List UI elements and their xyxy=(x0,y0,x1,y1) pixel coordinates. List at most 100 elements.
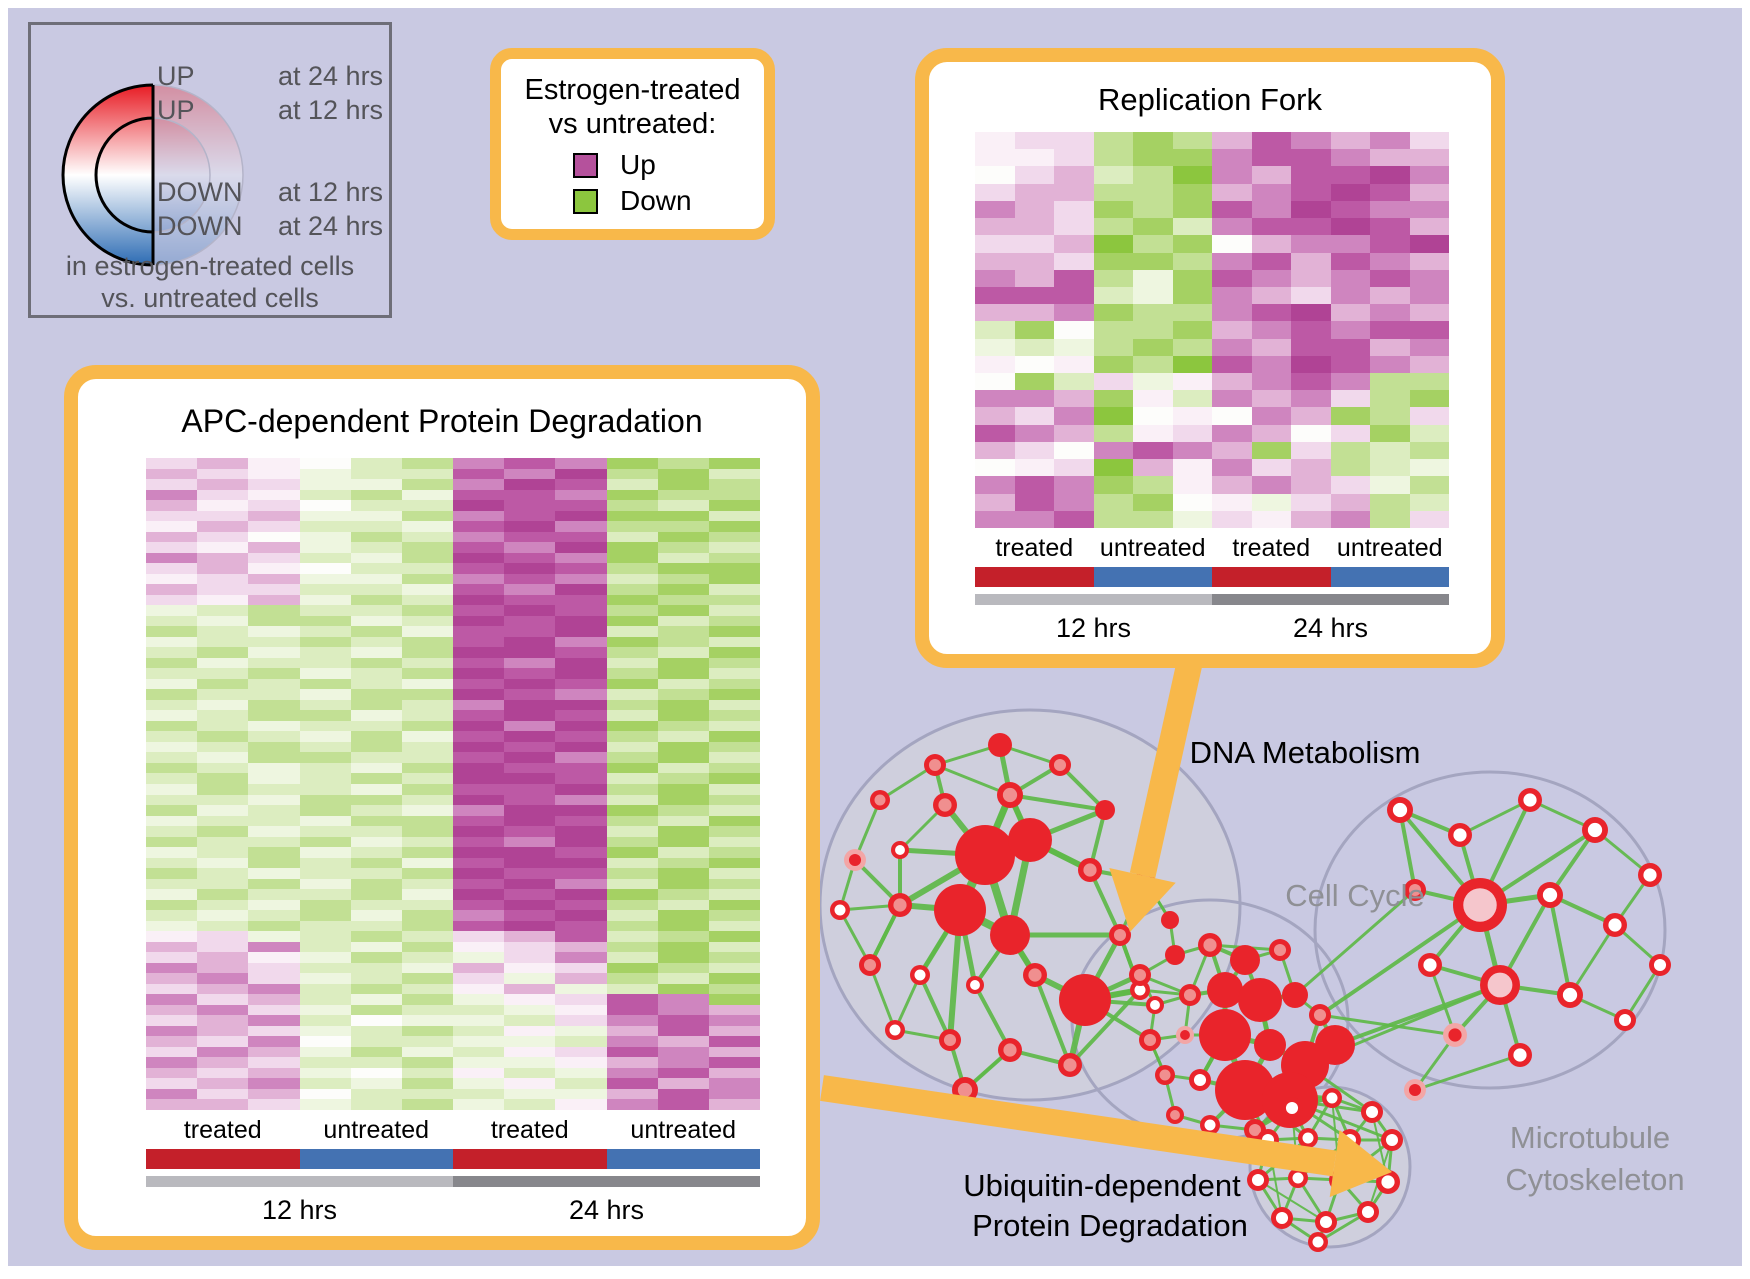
heatmap-cell xyxy=(248,952,300,963)
heatmap-cell xyxy=(401,479,453,490)
heatmap-cell xyxy=(299,668,351,679)
heatmap-cell xyxy=(708,857,760,869)
heatmap-cell xyxy=(401,952,453,963)
heatmap-cell xyxy=(1212,286,1252,305)
heatmap-cell xyxy=(299,868,351,879)
heatmap-cell xyxy=(1133,338,1173,356)
heatmap-cell xyxy=(197,731,249,742)
heatmap-cell xyxy=(657,468,709,480)
heatmap-cell xyxy=(606,794,658,806)
heatmap-cell xyxy=(350,1004,402,1016)
heatmap-cell xyxy=(1370,218,1410,236)
heatmap-cell xyxy=(708,678,760,690)
heatmap-cell xyxy=(606,994,658,1005)
heatmap-cell xyxy=(1212,252,1252,270)
heatmap-cell xyxy=(146,1057,198,1068)
heatmap-cell xyxy=(299,563,351,574)
heatmap-cell xyxy=(1212,459,1252,477)
heatmap-cell xyxy=(1251,149,1291,167)
rf-time-labels: 12 hrs 24 hrs xyxy=(975,605,1449,654)
heatmap-cell xyxy=(299,584,351,595)
heatmap-cell xyxy=(453,1067,505,1079)
heatmap-cell xyxy=(504,899,556,911)
time-color-bar xyxy=(453,1176,760,1187)
heatmap-cell xyxy=(299,952,351,963)
heatmap-cell xyxy=(248,752,300,763)
heatmap-cell xyxy=(453,552,505,564)
heatmap-cell xyxy=(248,931,300,942)
network-node-center xyxy=(1302,1132,1314,1144)
heatmap-cell xyxy=(606,889,658,900)
heatmap-cell xyxy=(606,773,658,784)
heatmap-cell xyxy=(453,1046,505,1058)
heatmap-cell xyxy=(606,468,658,480)
heatmap-cell xyxy=(606,584,658,595)
heatmap-cell xyxy=(146,605,198,616)
heatmap-cell xyxy=(606,941,658,953)
heatmap-cell xyxy=(299,458,351,469)
heatmap-cell xyxy=(606,815,658,827)
heatmap-cell xyxy=(1330,510,1370,528)
heatmap-cell xyxy=(350,584,402,595)
heatmap-cell xyxy=(453,794,505,806)
heatmap-cell xyxy=(299,626,351,637)
heatmap-cell xyxy=(197,920,249,932)
heatmap-cell xyxy=(504,668,556,679)
heatmap-cell xyxy=(1014,132,1054,150)
heatmap-cell xyxy=(555,762,607,774)
heatmap-cell xyxy=(1014,269,1054,287)
heatmap-cell xyxy=(1014,166,1054,184)
heatmap-cell xyxy=(1409,493,1449,511)
heatmap-cell xyxy=(606,521,658,532)
heatmap-cell xyxy=(146,678,198,690)
heatmap-cell xyxy=(606,710,658,721)
heatmap-cell xyxy=(708,1078,760,1089)
heatmap-cell xyxy=(657,994,709,1005)
heatmap-cell xyxy=(248,847,300,858)
network-node-center xyxy=(1562,987,1578,1003)
apc-heatmap-block: treated untreated treated untreated 12 hrs 2… xyxy=(146,458,760,1236)
heatmap-cell xyxy=(146,889,198,900)
heatmap-cell xyxy=(401,899,453,911)
heatmap-cell xyxy=(555,710,607,721)
heatmap-cell xyxy=(708,720,760,732)
heatmap-cell xyxy=(657,489,709,501)
heatmap-cell xyxy=(1251,235,1291,253)
heatmap-cell xyxy=(1172,459,1212,477)
heatmap-cell xyxy=(1330,149,1370,167)
heatmap-cell xyxy=(401,615,453,627)
heatmap-cell xyxy=(350,836,402,848)
group-color-bar xyxy=(975,567,1094,587)
heatmap-cell xyxy=(555,636,607,648)
heatmap-cell xyxy=(1054,200,1094,219)
heatmap-cell xyxy=(606,784,658,795)
heatmap-cell xyxy=(657,773,709,784)
heatmap-cell xyxy=(350,815,402,827)
heatmap-cell xyxy=(1133,459,1173,477)
heatmap-cell xyxy=(453,1088,505,1100)
heatmap-cell xyxy=(248,1036,300,1047)
heatmap-cell xyxy=(1291,269,1331,287)
heatmap-cell xyxy=(657,573,709,585)
heatmap-cell xyxy=(197,531,249,543)
heatmap-cell xyxy=(606,1036,658,1047)
network-node-center xyxy=(1143,1033,1157,1047)
heatmap-cell xyxy=(1212,510,1252,528)
heatmap-cell xyxy=(401,752,453,763)
network-node-center xyxy=(1361,1205,1375,1219)
heatmap-cell xyxy=(197,605,249,616)
heatmap-cell xyxy=(975,373,1015,391)
heatmap-cell xyxy=(146,647,198,658)
heatmap-cell xyxy=(1251,304,1291,322)
network-node-center xyxy=(1392,802,1408,818)
heatmap-cell xyxy=(299,741,351,753)
heatmap-cell xyxy=(401,920,453,932)
heatmap-cell xyxy=(146,962,198,974)
heatmap-cell xyxy=(1212,321,1252,339)
heatmap-cell xyxy=(1014,218,1054,236)
heatmap-cell xyxy=(1014,183,1054,201)
network-edge xyxy=(1318,1013,1457,1037)
heatmap-cell xyxy=(1054,390,1094,408)
heatmap-cell xyxy=(1330,441,1370,460)
